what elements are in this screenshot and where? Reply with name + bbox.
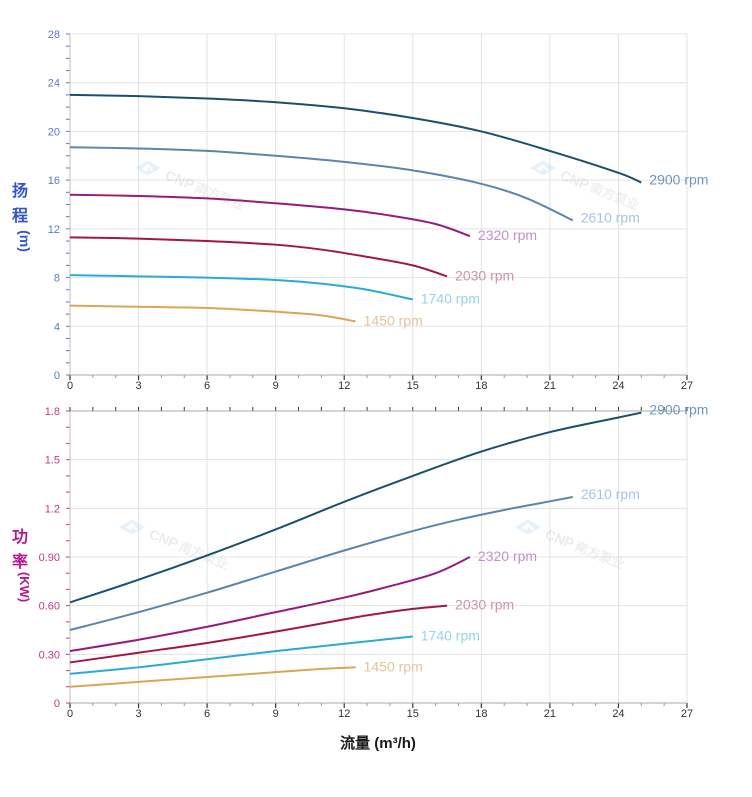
svg-text:2610 rpm: 2610 rpm — [581, 486, 640, 502]
svg-text:12: 12 — [338, 708, 350, 720]
svg-text:0.30: 0.30 — [39, 649, 60, 661]
svg-text:1450 rpm: 1450 rpm — [364, 658, 423, 674]
svg-text:0: 0 — [67, 708, 73, 720]
svg-text:1740 rpm: 1740 rpm — [421, 290, 480, 306]
svg-text:24: 24 — [612, 708, 624, 720]
svg-text:0: 0 — [54, 698, 60, 710]
svg-text:(KW): (KW) — [17, 572, 32, 602]
svg-text:24: 24 — [48, 78, 60, 90]
svg-text:12: 12 — [338, 380, 350, 392]
svg-text:18: 18 — [475, 708, 487, 720]
svg-text:扬: 扬 — [12, 181, 28, 200]
svg-text:9: 9 — [273, 380, 279, 392]
svg-text:27: 27 — [681, 380, 693, 392]
svg-text:21: 21 — [544, 708, 556, 720]
svg-text:1.8: 1.8 — [45, 406, 60, 418]
svg-text:功: 功 — [12, 528, 28, 546]
svg-text:0.60: 0.60 — [39, 601, 60, 613]
svg-text:南方泵业: 南方泵业 — [193, 180, 247, 213]
svg-text:15: 15 — [407, 380, 419, 392]
svg-text:1450 rpm: 1450 rpm — [364, 312, 423, 328]
svg-text:16: 16 — [48, 175, 60, 187]
svg-text:2320 rpm: 2320 rpm — [478, 548, 537, 564]
svg-text:2900 rpm: 2900 rpm — [649, 172, 708, 188]
svg-text:0.90: 0.90 — [39, 552, 60, 564]
svg-text:CNP: CNP — [558, 167, 591, 193]
svg-text:1.5: 1.5 — [45, 455, 60, 467]
svg-text:12: 12 — [48, 224, 60, 236]
svg-text:18: 18 — [475, 380, 487, 392]
svg-text:27: 27 — [681, 708, 693, 720]
svg-text:6: 6 — [204, 708, 210, 720]
svg-text:流量 (m³/h): 流量 (m³/h) — [340, 734, 416, 752]
svg-text:南方泵业: 南方泵业 — [588, 180, 642, 213]
svg-text:CNP: CNP — [543, 526, 576, 552]
svg-text:24: 24 — [612, 380, 624, 392]
svg-text:0: 0 — [54, 370, 60, 382]
svg-text:9: 9 — [273, 708, 279, 720]
svg-text:2900 rpm: 2900 rpm — [649, 402, 708, 418]
svg-text:28: 28 — [48, 29, 60, 41]
svg-text:程: 程 — [12, 207, 28, 225]
svg-text:2610 rpm: 2610 rpm — [581, 209, 640, 225]
svg-text:21: 21 — [544, 380, 556, 392]
svg-text:2320 rpm: 2320 rpm — [478, 227, 537, 243]
svg-text:率: 率 — [12, 552, 28, 571]
svg-text:1.2: 1.2 — [45, 503, 60, 515]
svg-text:1740 rpm: 1740 rpm — [421, 627, 480, 643]
svg-text:15: 15 — [407, 708, 419, 720]
svg-text:2030 rpm: 2030 rpm — [455, 267, 514, 283]
svg-text:20: 20 — [48, 126, 60, 138]
svg-text:6: 6 — [204, 380, 210, 392]
svg-text:2030 rpm: 2030 rpm — [455, 597, 514, 613]
svg-text:0: 0 — [67, 380, 73, 392]
svg-text:3: 3 — [135, 380, 141, 392]
svg-text:CNP: CNP — [147, 526, 180, 552]
svg-text:南方泵业: 南方泵业 — [177, 539, 231, 572]
svg-text:CNP: CNP — [163, 167, 196, 193]
svg-text:4: 4 — [54, 321, 60, 333]
svg-text:(m): (m) — [17, 230, 33, 252]
svg-text:8: 8 — [54, 273, 60, 285]
svg-text:3: 3 — [135, 708, 141, 720]
